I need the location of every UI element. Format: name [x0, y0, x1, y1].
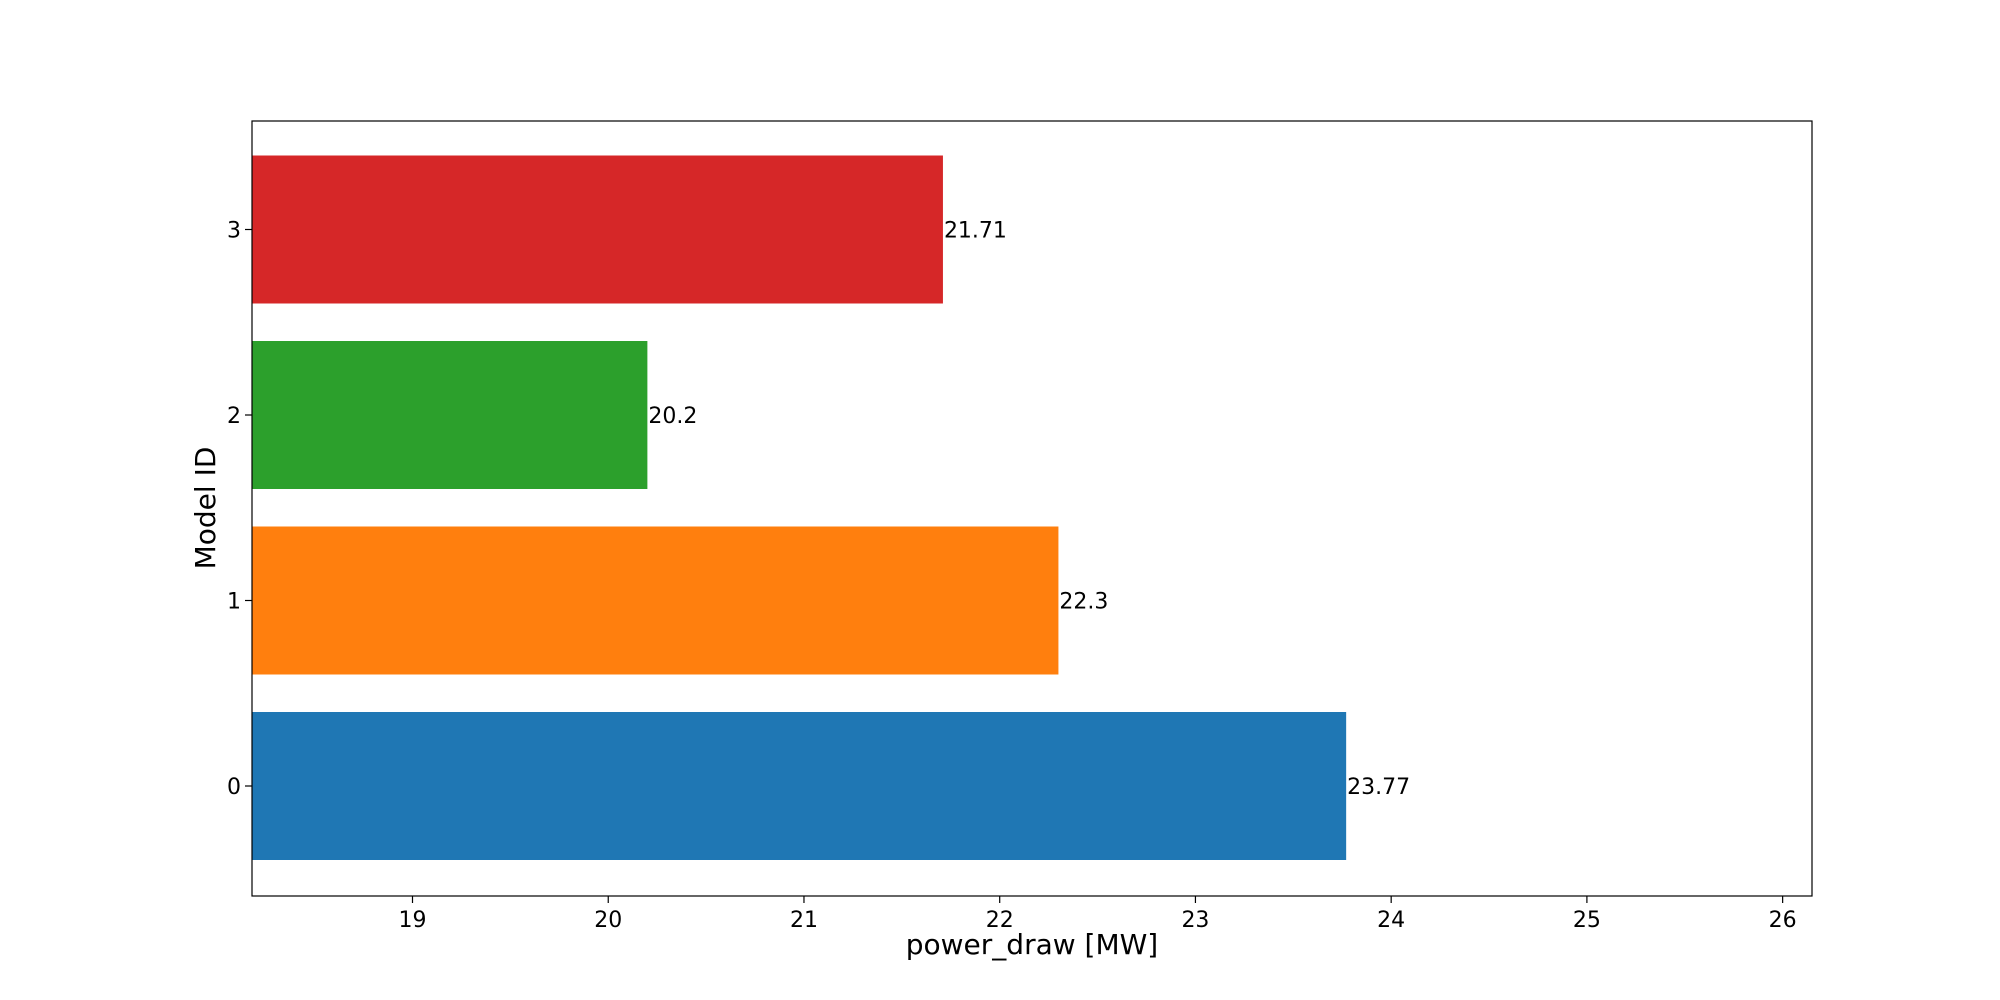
x-tick-label: 21 — [790, 908, 818, 933]
y-tick-label: 0 — [227, 775, 241, 800]
value-label-model-2: 20.2 — [648, 404, 697, 429]
data-labels: 23.77 22.3 20.2 21.71 — [648, 219, 1410, 801]
y-tick-label: 2 — [227, 404, 241, 429]
x-axis-ticks: 19 20 21 22 23 24 25 26 — [399, 896, 1797, 933]
x-axis-label: power_draw [MW] — [906, 928, 1158, 961]
bar-model-1 — [252, 526, 1059, 675]
y-axis-label: Model ID — [189, 447, 222, 570]
bar-model-0 — [252, 712, 1347, 860]
x-tick-label: 26 — [1769, 908, 1797, 933]
value-label-model-0: 23.77 — [1347, 775, 1410, 800]
bar-model-3 — [252, 155, 943, 304]
y-tick-label: 3 — [227, 219, 241, 244]
x-tick-label: 23 — [1181, 908, 1209, 933]
x-tick-label: 22 — [986, 908, 1014, 933]
x-tick-label: 24 — [1377, 908, 1405, 933]
x-tick-label: 25 — [1573, 908, 1601, 933]
bar-model-2 — [252, 341, 648, 489]
x-tick-label: 20 — [594, 908, 622, 933]
bars-layer — [252, 155, 1347, 860]
x-tick-label: 19 — [399, 908, 427, 933]
y-tick-label: 1 — [227, 590, 241, 615]
plot-frame — [251, 120, 1813, 897]
y-axis-ticks: 0 1 2 3 — [227, 219, 252, 800]
value-label-model-3: 21.71 — [944, 219, 1007, 244]
value-label-model-1: 22.3 — [1059, 590, 1108, 615]
